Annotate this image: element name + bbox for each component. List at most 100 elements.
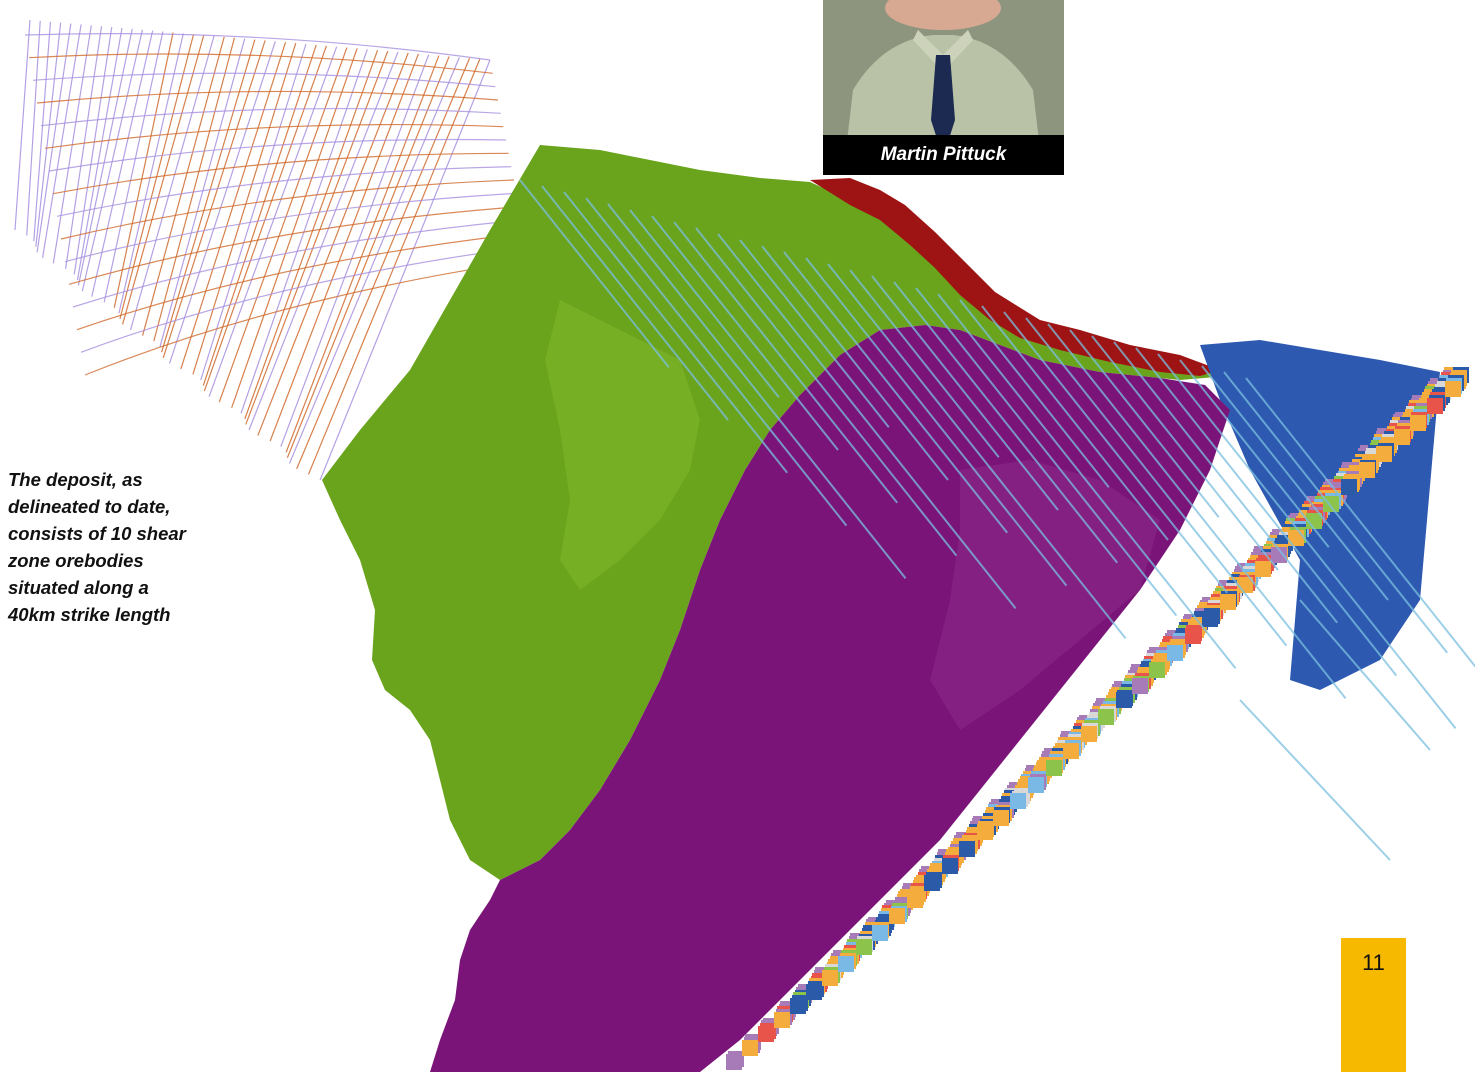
block-cell	[822, 970, 838, 986]
drillhole	[805, 257, 1068, 587]
figure-caption: The deposit, as delineated to date, cons…	[8, 466, 233, 628]
grid-line	[269, 53, 420, 442]
drillhole	[541, 185, 729, 421]
block-cell	[959, 841, 975, 857]
drillhole	[1223, 371, 1448, 654]
grid-line	[24, 32, 491, 61]
green-surface-highlight	[545, 300, 700, 590]
grid-line	[56, 166, 512, 217]
grid-line	[121, 34, 205, 325]
block-cell	[942, 858, 958, 874]
grid-line	[113, 32, 174, 308]
grid-line	[28, 53, 493, 74]
block-cell	[1271, 547, 1287, 563]
block-cell	[1028, 777, 1044, 793]
block-cell	[889, 908, 905, 924]
grid-line	[76, 27, 123, 281]
block-cell	[1410, 415, 1426, 431]
block-cell	[1098, 709, 1114, 725]
drillhole	[563, 191, 788, 474]
block-cell	[1445, 381, 1461, 397]
purple-surface-shade	[930, 460, 1160, 730]
grid-line	[73, 27, 113, 275]
block-cell	[993, 810, 1009, 826]
grid-line	[52, 152, 509, 195]
grid-line	[280, 54, 430, 447]
grid-line	[244, 50, 379, 420]
grid-line	[118, 33, 184, 314]
block-cell	[1359, 462, 1375, 478]
red-surface	[810, 178, 1220, 376]
drillhole	[1069, 329, 1220, 518]
grid-line	[41, 24, 82, 258]
grid-line	[36, 23, 72, 253]
block-cell	[1394, 429, 1410, 445]
block-cell	[790, 998, 806, 1014]
grid-line	[77, 28, 133, 286]
block-cell	[872, 925, 888, 941]
drillhole	[915, 287, 1178, 617]
drillhole	[1091, 335, 1279, 571]
block-cell	[924, 875, 940, 891]
block-cell	[1116, 692, 1132, 708]
grid-line	[103, 31, 164, 303]
drillhole	[783, 251, 1008, 534]
block-cell	[1376, 446, 1392, 462]
portrait-caption: Martin Pittuck	[823, 135, 1064, 175]
block-cell	[1132, 678, 1148, 694]
drillhole	[893, 281, 1118, 564]
drillhole	[607, 203, 907, 580]
block-cell	[1220, 594, 1236, 610]
grid-line	[285, 55, 440, 453]
page-number: 11	[1362, 950, 1385, 975]
drillhole	[1239, 699, 1391, 861]
caption-line: delineated to date,	[8, 496, 171, 517]
drillhole	[695, 227, 958, 557]
drillhole	[1113, 341, 1338, 624]
block-cell	[977, 824, 993, 840]
drillhole	[1157, 353, 1457, 730]
grid-line	[192, 42, 297, 375]
drillhole	[1025, 317, 1288, 647]
block-cell	[806, 984, 822, 1000]
grid-line	[296, 57, 471, 470]
grid-line	[32, 72, 496, 88]
block-cell	[726, 1054, 742, 1070]
grid-line	[33, 21, 52, 242]
block-cell	[1081, 726, 1097, 742]
drillhole	[1135, 347, 1398, 677]
block-cell	[1202, 611, 1218, 627]
grid-line	[35, 22, 62, 247]
page-tab: 11	[1341, 938, 1406, 1072]
caption-line: situated along a	[8, 577, 149, 598]
drillhole	[585, 197, 848, 527]
grid-line	[68, 206, 520, 285]
drillhole	[717, 233, 1017, 610]
grid-line	[44, 123, 504, 149]
grid-line	[129, 35, 215, 331]
drillhole	[761, 245, 949, 481]
grid-line	[60, 179, 515, 240]
grid-line	[161, 39, 256, 353]
block-cell	[774, 1012, 790, 1028]
drillhole	[849, 269, 1000, 458]
drillhole	[1245, 377, 1475, 668]
drillhole	[1201, 365, 1389, 601]
block-cell	[1063, 743, 1079, 759]
drillhole	[871, 275, 1059, 511]
grid-line	[319, 59, 491, 481]
grid-line	[257, 52, 409, 436]
drillhole	[827, 263, 1127, 640]
grid-line	[48, 138, 507, 172]
block-cell	[1255, 561, 1271, 577]
grid-line	[14, 19, 31, 231]
survey-grid	[14, 19, 531, 481]
grid-line	[80, 246, 528, 353]
drillhole	[673, 221, 898, 504]
grid-line	[81, 29, 144, 292]
block-cell	[1046, 760, 1062, 776]
block-cell	[838, 956, 854, 972]
grid-line	[202, 44, 317, 386]
grid-line	[141, 36, 225, 336]
